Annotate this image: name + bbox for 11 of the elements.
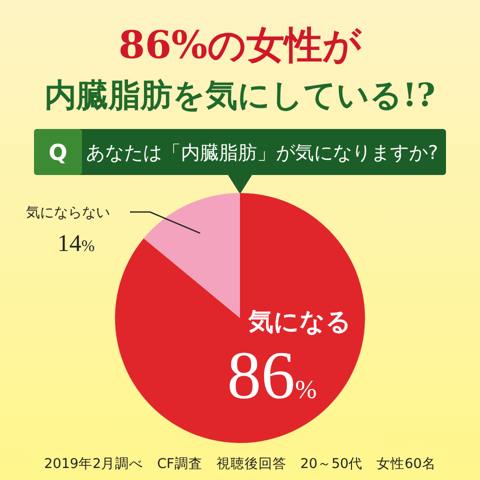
pie-slice — [115, 193, 365, 443]
slice-label: 気にならない — [26, 205, 110, 221]
data-label: 86% — [227, 337, 317, 413]
text: Q — [48, 141, 68, 166]
slice-label: 気になる — [248, 307, 352, 336]
chart-title: 86%の女性が — [118, 22, 362, 67]
text: 2019年2月調べ CF調査 視聴後回答 20～50代 女性60名 — [44, 456, 436, 472]
chart-subtitle: 内臓脂肪を気にしている!? — [44, 76, 436, 114]
text: あなたは「内臓脂肪」が気になりますか? — [86, 142, 438, 164]
data-label: 14% — [57, 231, 95, 257]
pie-slice — [144, 193, 240, 318]
